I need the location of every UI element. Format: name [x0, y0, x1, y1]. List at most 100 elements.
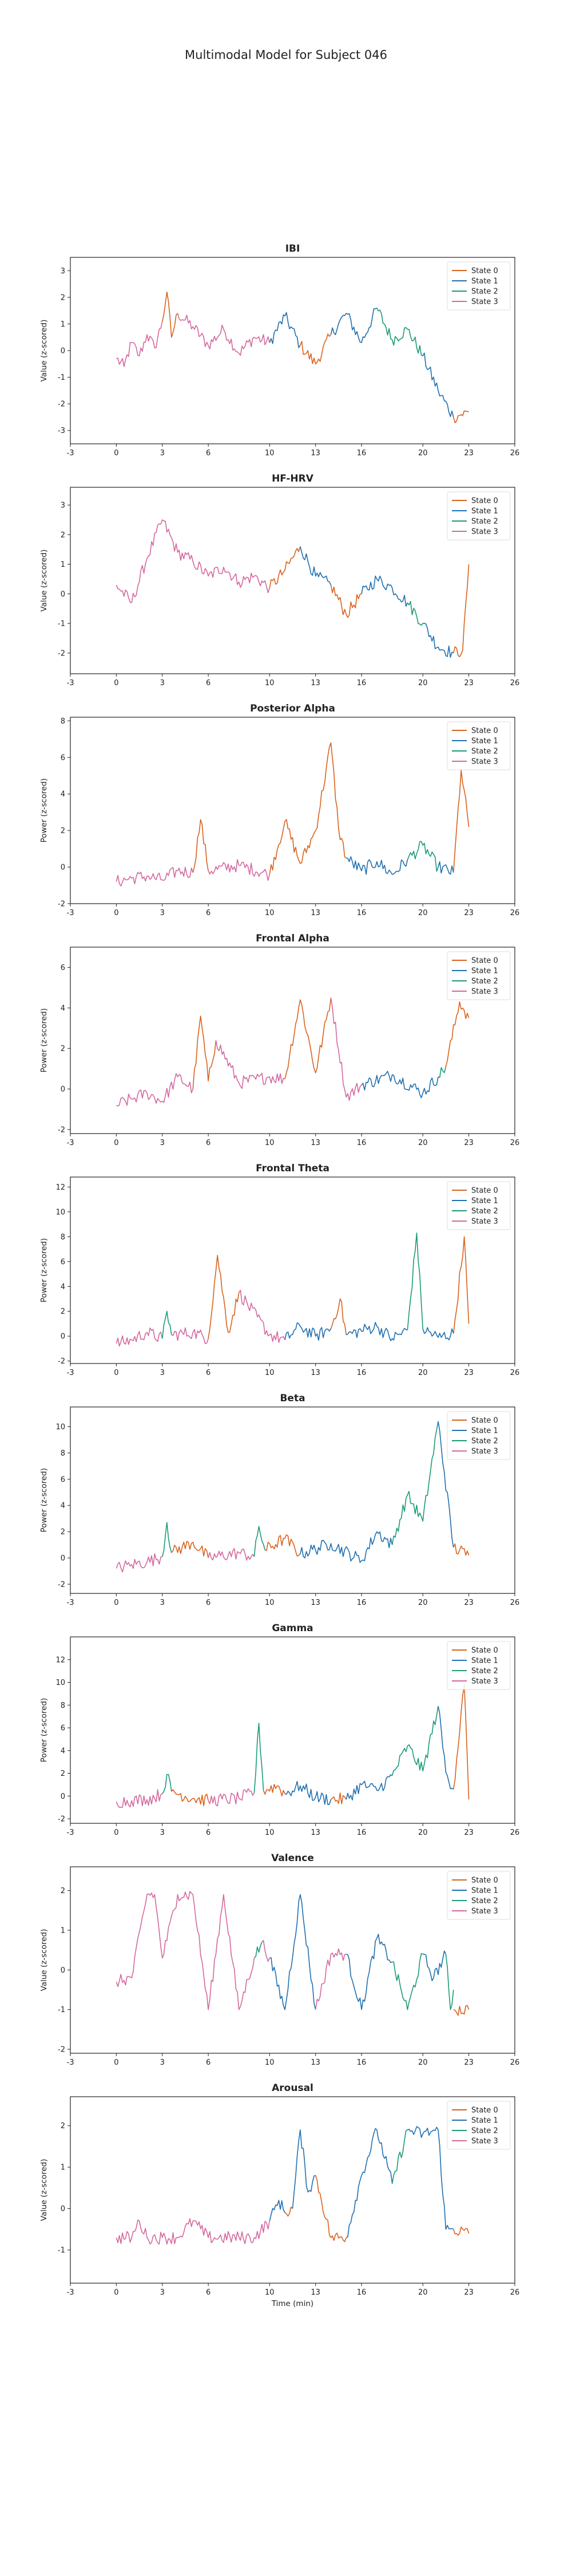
series-line-state-3 — [215, 1040, 285, 1089]
x-tick-label: 6 — [206, 679, 210, 687]
y-tick-label: 0 — [61, 864, 65, 872]
legend-label: State 2 — [471, 2127, 498, 2136]
legend-label: State 2 — [471, 288, 498, 296]
y-tick-label: 0 — [61, 1966, 65, 1975]
series-line-state-0 — [453, 1236, 470, 1334]
series-line-state-1 — [269, 312, 301, 348]
y-tick-label: -1 — [58, 2006, 65, 2014]
y-tick-label: 3 — [61, 502, 65, 510]
x-tick-label: 10 — [265, 449, 275, 458]
y-tick-label: 6 — [61, 1258, 65, 1266]
series-group — [116, 1233, 470, 1347]
legend-box — [447, 1181, 511, 1230]
series-line-state-1 — [361, 575, 408, 607]
y-tick-label: 4 — [61, 790, 65, 799]
series-line-state-1 — [438, 861, 454, 875]
x-tick-label: -3 — [67, 909, 74, 917]
y-axis-label: Power (z-scored) — [39, 1698, 49, 1762]
series-line-state-3 — [116, 1073, 194, 1107]
legend-label: State 1 — [471, 1887, 498, 1895]
series-line-state-2 — [391, 2129, 408, 2184]
y-tick-label: 4 — [61, 1502, 65, 1510]
x-tick-label: 26 — [510, 1139, 520, 1147]
x-tick-label: 0 — [114, 2058, 118, 2067]
y-tick-label: 0 — [61, 1333, 65, 1341]
x-tick-label: 20 — [418, 449, 428, 458]
y-tick-label: -1 — [58, 2247, 65, 2255]
legend-box — [447, 2101, 511, 2150]
legend-label: State 1 — [471, 277, 498, 286]
legend-label: State 3 — [471, 758, 498, 766]
series-line-state-0 — [162, 291, 178, 338]
legend-label: State 2 — [471, 748, 498, 756]
x-tick-label: 26 — [510, 1599, 520, 1607]
legend-label: State 2 — [471, 1897, 498, 1906]
y-tick-label: -2 — [58, 900, 65, 909]
y-tick-label: 2 — [61, 827, 65, 836]
x-tick-label: 23 — [464, 1828, 474, 1837]
series-line-state-3 — [116, 2218, 271, 2245]
legend-box — [447, 1411, 511, 1460]
series-line-state-1 — [361, 1531, 393, 1561]
series-line-state-1 — [284, 1322, 332, 1341]
y-axis-label: Value (z-scored) — [39, 1929, 49, 1991]
legend-label: State 3 — [471, 1677, 498, 1686]
x-tick-label: 20 — [418, 679, 428, 687]
legend-label: State 0 — [471, 727, 498, 736]
x-tick-label: 13 — [311, 679, 320, 687]
series-line-state-2 — [392, 1953, 423, 2010]
series-line-state-2 — [445, 1954, 454, 2010]
y-axis-label: Value (z-scored) — [39, 320, 49, 382]
series-line-state-1 — [361, 1071, 439, 1099]
y-axis-label: Value (z-scored) — [39, 550, 49, 612]
series-line-state-3 — [208, 1548, 255, 1561]
x-tick-label: 10 — [265, 679, 275, 687]
legend-label: State 1 — [471, 1427, 498, 1436]
series-line-state-0 — [453, 769, 470, 873]
x-tick-label: 13 — [311, 1599, 320, 1607]
legend-label: State 0 — [471, 267, 498, 276]
y-axis-label: Power (z-scored) — [39, 1008, 49, 1072]
x-tick-label: 20 — [418, 1828, 428, 1837]
x-tick-label: -3 — [67, 2288, 74, 2297]
series-line-state-0 — [171, 1789, 209, 1807]
y-tick-label: 0 — [61, 1555, 65, 1563]
y-tick-label: 2 — [61, 1045, 65, 1054]
y-tick-label: 1 — [61, 320, 65, 329]
series-line-state-3 — [116, 519, 271, 603]
x-tick-label: 6 — [206, 909, 210, 917]
legend-box — [447, 1641, 511, 1690]
series-line-state-0 — [265, 1534, 301, 1557]
y-tick-label: 0 — [61, 2205, 65, 2213]
legend-box — [447, 951, 511, 1000]
series-line-state-1 — [422, 352, 454, 418]
y-tick-label: 1 — [61, 2164, 65, 2172]
x-tick-label: 10 — [265, 1139, 275, 1147]
series-line-state-3 — [116, 321, 163, 367]
x-tick-label: 26 — [510, 909, 520, 917]
series-group — [116, 2126, 470, 2245]
x-tick-label: 13 — [311, 909, 320, 917]
legend-label: State 3 — [471, 2137, 498, 2146]
series-line-state-1 — [292, 2129, 316, 2209]
legend-label: State 0 — [471, 497, 498, 506]
legend-box — [447, 261, 511, 311]
plot-frame — [70, 1866, 515, 2054]
x-tick-label: 23 — [464, 2058, 474, 2067]
x-tick-label: 3 — [160, 449, 165, 458]
x-tick-label: 10 — [265, 1369, 275, 1377]
y-tick-label: 8 — [61, 1449, 65, 1458]
legend-label: State 2 — [471, 1667, 498, 1676]
legend-label: State 1 — [471, 967, 498, 976]
y-tick-label: -2 — [58, 1580, 65, 1589]
x-tick-label: 20 — [418, 2288, 428, 2297]
x-tick-label: 13 — [311, 2288, 320, 2297]
series-line-state-2 — [376, 308, 423, 357]
series-line-state-0 — [315, 2175, 347, 2243]
chart-title: HF-HRV — [272, 473, 314, 484]
legend-label: State 0 — [471, 2106, 498, 2115]
